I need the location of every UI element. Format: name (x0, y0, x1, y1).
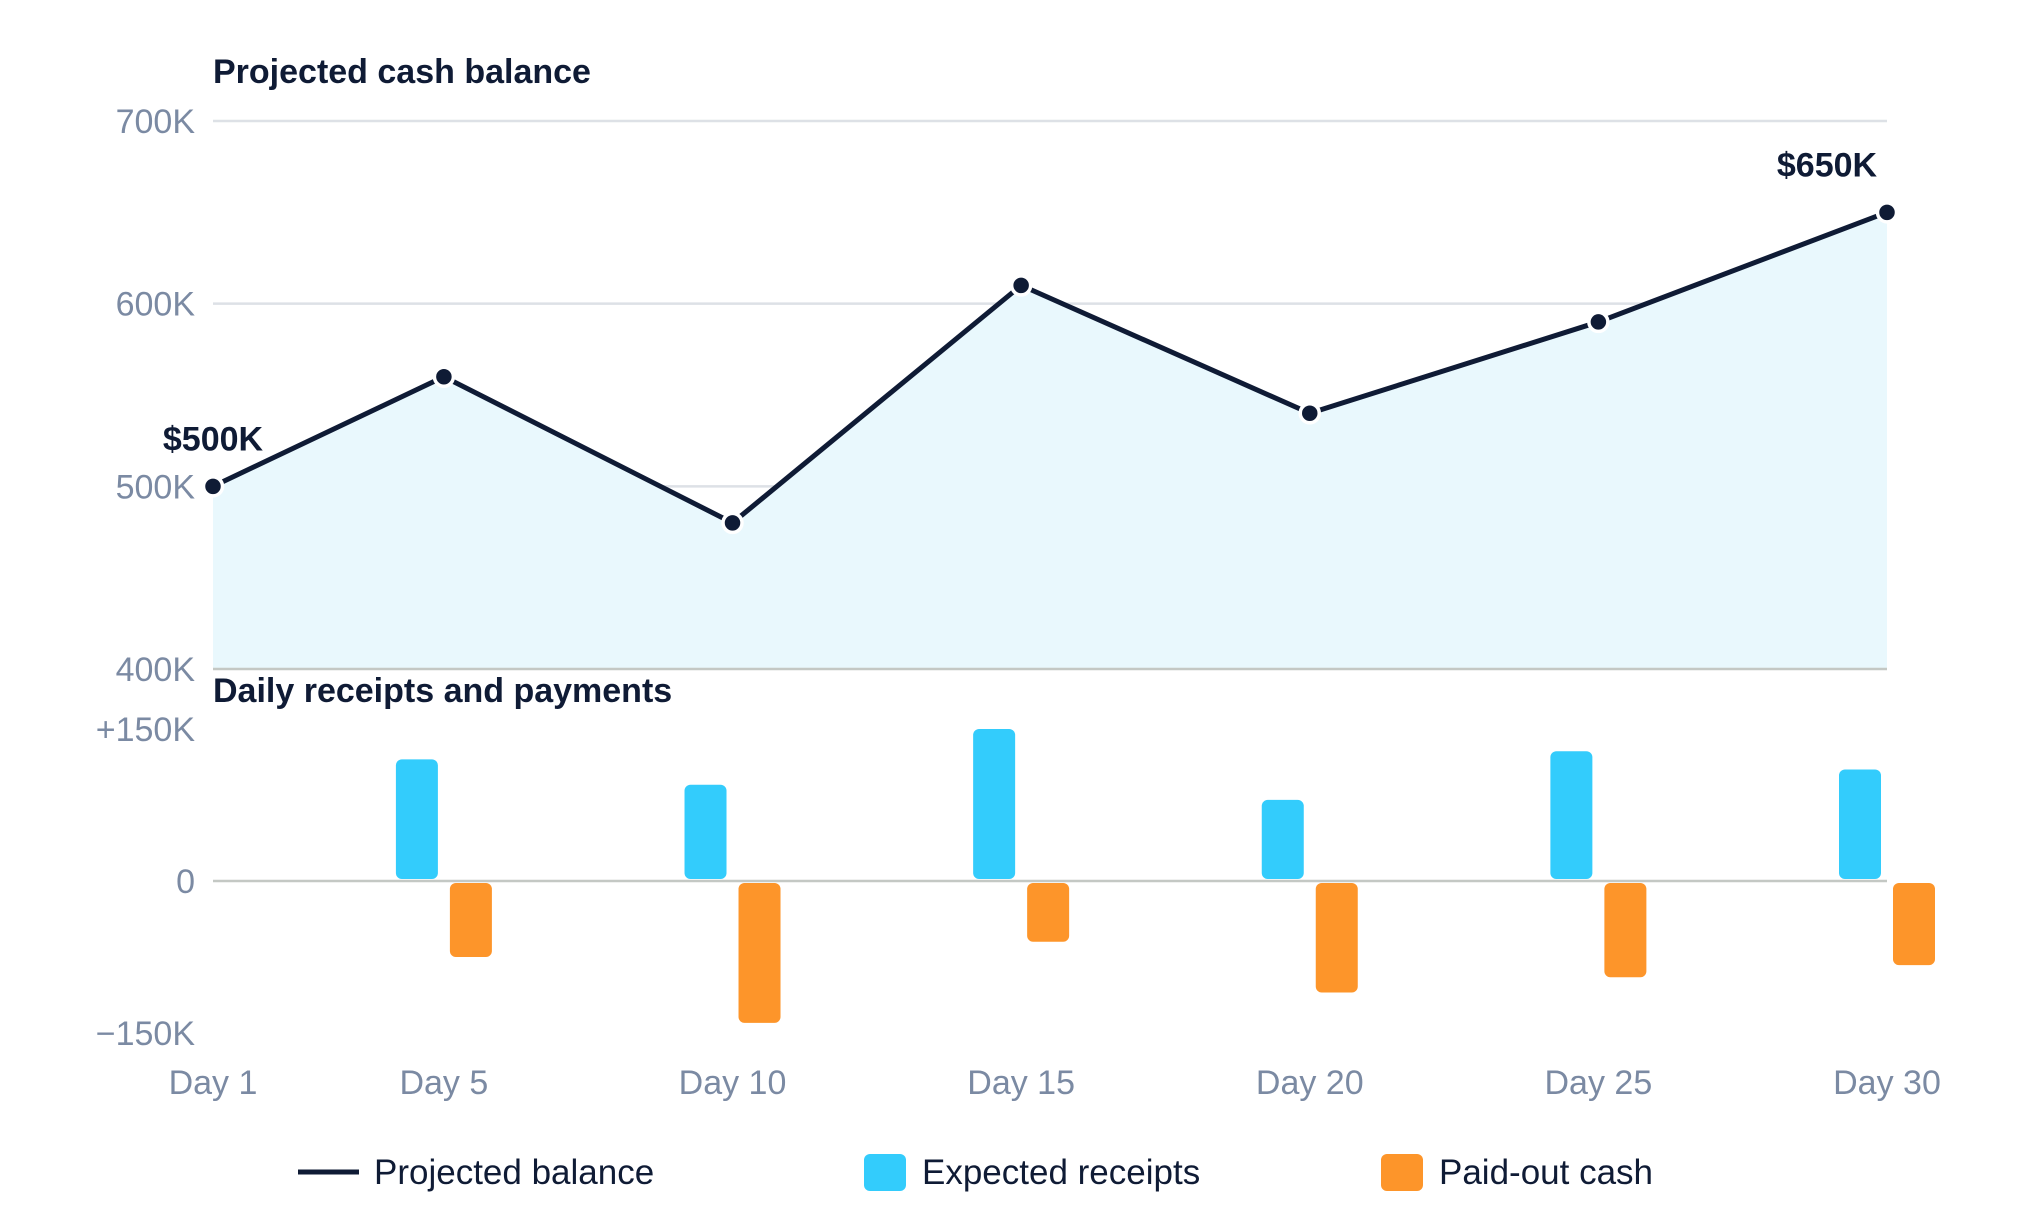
x-axis-ticks: Day 1 Day 5 Day 10 Day 15 Day 20 Day 25 Day 30 (169, 1064, 1941, 1102)
balance-y-tick-label: 400K (116, 651, 196, 689)
legend-square-swatch (864, 1154, 906, 1191)
paid-out-bar (1604, 883, 1647, 978)
balance-point (201, 475, 225, 498)
receipts-bar (973, 729, 1016, 879)
paid-out-bar (1027, 883, 1070, 942)
paid-out-bar (1315, 883, 1358, 993)
legend-item: Projected balance (298, 1153, 654, 1192)
cashflow-y-tick-label: −150K (96, 1015, 196, 1053)
cashflow-bars (395, 729, 1935, 1023)
balance-point (1298, 402, 1322, 425)
legend-label: Projected balance (374, 1153, 654, 1192)
legend: Projected balance Expected receipts Paid-o… (298, 1153, 1653, 1192)
receipts-bar (395, 759, 438, 879)
paid-out-bar (738, 883, 781, 1023)
balance-y-tick-label: 700K (116, 103, 196, 141)
balance-y-tick-label: 600K (116, 286, 196, 324)
balance-series (201, 201, 1899, 671)
balance-y-ticks: 700K 600K 500K 400K (116, 103, 196, 689)
legend-label: Paid-out cash (1439, 1153, 1653, 1192)
balance-chart-title: Projected cash balance (213, 53, 591, 91)
x-tick-label: Day 15 (967, 1064, 1075, 1102)
x-tick-label: Day 30 (1833, 1064, 1941, 1102)
x-tick-label: Day 10 (679, 1064, 787, 1102)
x-tick-label: Day 1 (169, 1064, 258, 1102)
cashflow-panel: Daily receipts and payments +150K 0 −150K (96, 672, 1935, 1053)
legend-item: Expected receipts (864, 1153, 1200, 1192)
balance-data-label: $650K (1777, 146, 1878, 184)
receipts-bar (1550, 751, 1593, 879)
cashflow-y-tick-label: +150K (96, 711, 196, 749)
receipts-bar (684, 784, 727, 879)
balance-point (1875, 201, 1899, 224)
balance-data-labels: $500K $650K (163, 146, 1878, 458)
legend-square-swatch (1381, 1154, 1423, 1191)
cashflow-y-ticks: +150K 0 −150K (96, 711, 196, 1053)
balance-panel: Projected cash balance 700K600K500K400K … (116, 53, 1899, 689)
legend-label: Expected receipts (922, 1153, 1200, 1192)
balance-point (432, 365, 456, 388)
balance-point (721, 511, 744, 535)
paid-out-bar (449, 883, 492, 957)
cashflow-chart-title: Daily receipts and payments (213, 672, 672, 710)
receipts-bar (1261, 799, 1304, 879)
balance-data-label: $500K (163, 420, 264, 458)
receipts-bar (1839, 769, 1881, 879)
x-tick-label: Day 20 (1256, 1064, 1364, 1102)
balance-point (1587, 310, 1610, 334)
cashflow-y-tick-label: 0 (176, 863, 195, 901)
paid-out-bar (1893, 883, 1935, 966)
balance-area (213, 212, 1887, 670)
x-tick-label: Day 5 (399, 1064, 488, 1102)
legend-item: Paid-out cash (1381, 1153, 1653, 1192)
balance-y-tick-label: 500K (116, 468, 196, 506)
x-tick-label: Day 25 (1545, 1064, 1653, 1102)
balance-point (1009, 274, 1033, 297)
